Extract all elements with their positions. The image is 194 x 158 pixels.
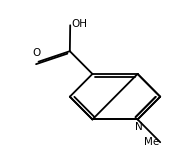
Text: OH: OH xyxy=(71,19,87,29)
Text: O: O xyxy=(33,48,41,58)
Text: N: N xyxy=(134,122,142,132)
Text: Me: Me xyxy=(144,137,159,147)
